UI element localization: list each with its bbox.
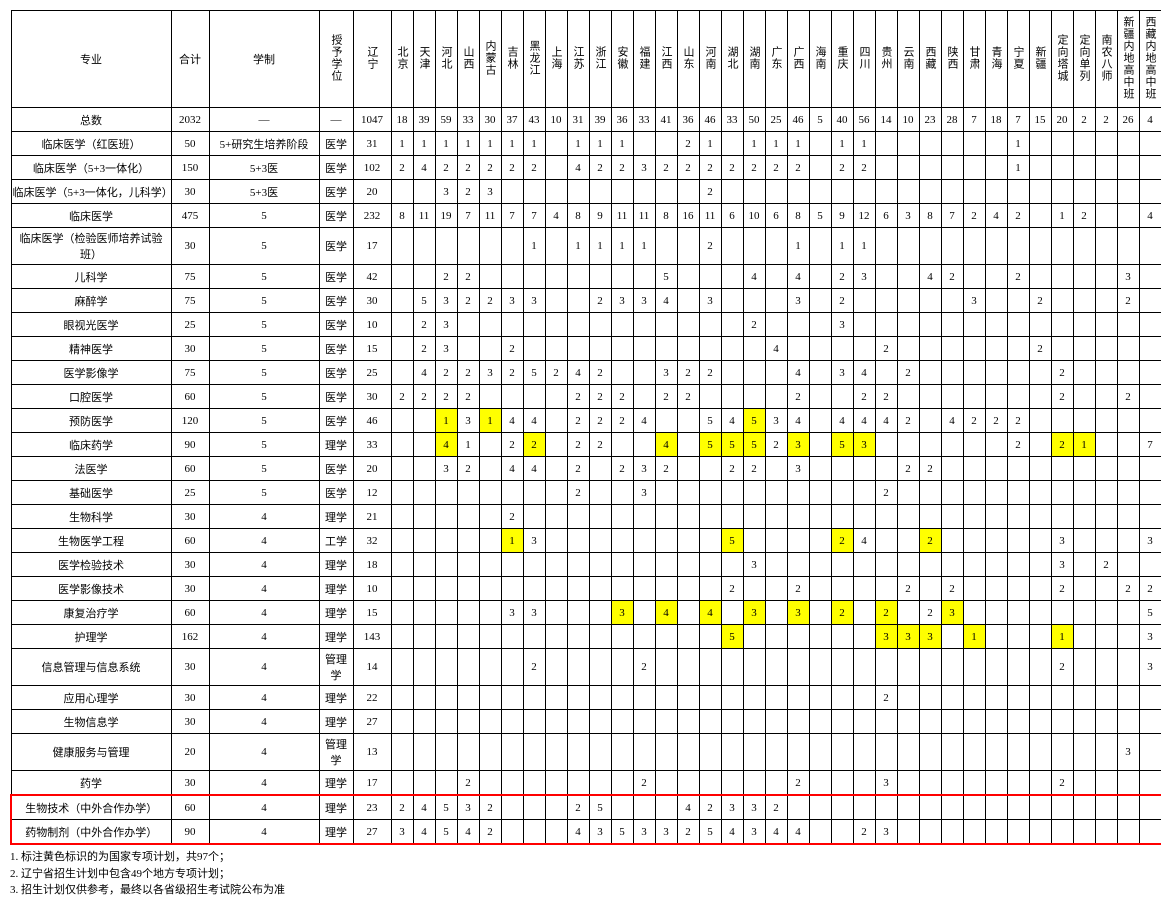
- table-row: 生物科学304理学2124: [11, 505, 1161, 529]
- table-row: 健康服务与管理204管理学133: [11, 734, 1161, 771]
- table-row: 临床医学（检验医师培养试验班）305医学17111112111: [11, 228, 1161, 265]
- table-row: 护理学1624理学1435333113: [11, 625, 1161, 649]
- table-row: 药学304理学1722232: [11, 771, 1161, 796]
- table-row: 信息管理与信息系统304管理学1422234: [11, 649, 1161, 686]
- table-row: 基础医学255医学12232: [11, 481, 1161, 505]
- table-row: 临床医学（红医班）505+研究生培养阶段医学311111111111211111…: [11, 132, 1161, 156]
- admissions-table: 专业合计学制授予学位辽宁北京天津河北山西内蒙古吉林黑龙江上海江苏浙江安徽福建江西…: [10, 10, 1161, 845]
- table-row: 总数2032——10471839593330374310313936334136…: [11, 108, 1161, 132]
- table-row: 儿科学755医学4222544234223: [11, 265, 1161, 289]
- table-row: 眼视光医学255医学102323: [11, 313, 1161, 337]
- table-row: 生物信息学304理学27: [11, 710, 1161, 734]
- table-row: 医学影像学755医学2542232524232243422: [11, 361, 1161, 385]
- table-row: 医学影像技术304理学1022222226: [11, 577, 1161, 601]
- table-row: 临床医学（5+3一体化，儿科学）305+3医医学203232: [11, 180, 1161, 204]
- table-row: 临床医学4755医学232811197117748911118161161068…: [11, 204, 1161, 228]
- table-row: 药物制剂（中外合作办学）904理学27345424353325434423: [11, 820, 1161, 845]
- table-row: 医学检验技术304理学18332: [11, 553, 1161, 577]
- footnotes: 1. 标注黄色标识的为国家专项计划，共97个；2. 辽宁省招生计划中包含49个地…: [10, 849, 1151, 899]
- table-row: 生物医学工程604工学32135242333: [11, 529, 1161, 553]
- table-row: 口腔医学605医学3022222222222222: [11, 385, 1161, 409]
- header-row: 专业合计学制授予学位辽宁北京天津河北山西内蒙古吉林黑龙江上海江苏浙江安徽福建江西…: [11, 11, 1161, 108]
- table-row: 生物技术（中外合作办学）604理学23245322542332: [11, 795, 1161, 820]
- table-row: 临床药学905理学33412222455523532217: [11, 433, 1161, 457]
- table-row: 应用心理学304理学222: [11, 686, 1161, 710]
- table-row: 法医学605医学203244223222322: [11, 457, 1161, 481]
- table-row: 康复治疗学604理学153334433222356: [11, 601, 1161, 625]
- table-row: 精神医学305医学15232422: [11, 337, 1161, 361]
- table-row: 预防医学1205医学4613144222454534444242222: [11, 409, 1161, 433]
- table-row: 临床医学（5+3一体化）1505+3医医学1022422222422322222…: [11, 156, 1161, 180]
- table-row: 麻醉学755医学305322332334332322: [11, 289, 1161, 313]
- table-body: 总数2032——10471839593330374310313936334136…: [11, 108, 1161, 845]
